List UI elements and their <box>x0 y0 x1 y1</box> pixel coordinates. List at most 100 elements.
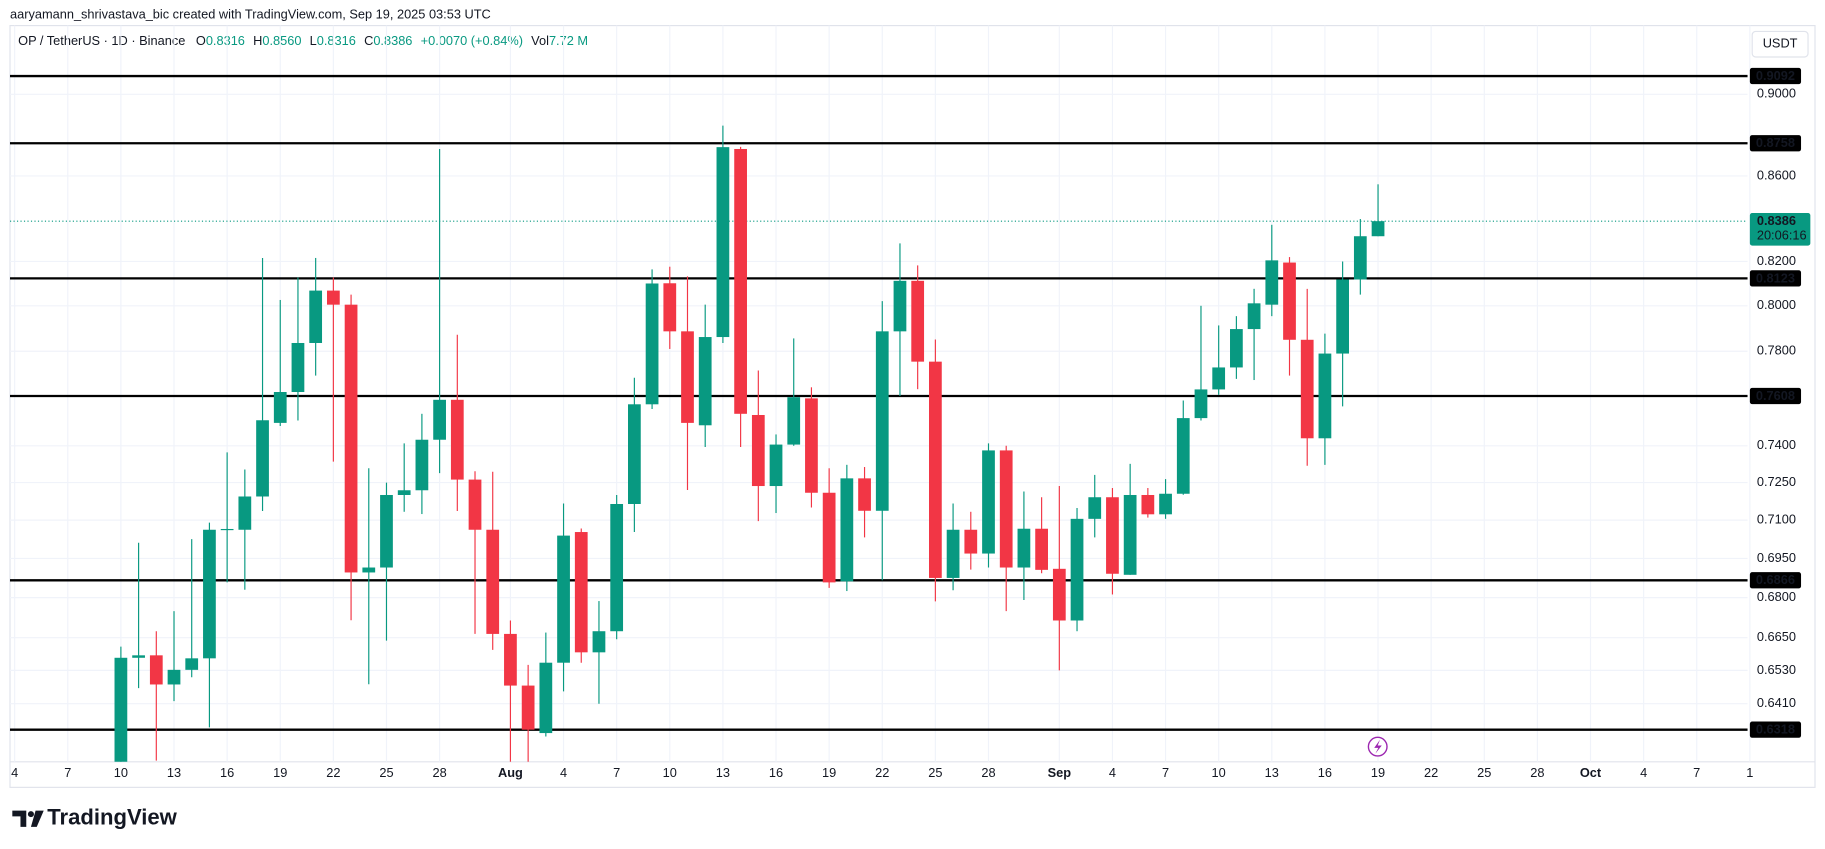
candle-body <box>610 503 624 632</box>
candle-body <box>663 283 677 332</box>
ohlc-label: C <box>364 33 373 48</box>
candle-body <box>822 492 836 583</box>
brand: TradingView <box>47 805 177 830</box>
x-tick-label: 7 <box>64 765 71 780</box>
candle-body <box>716 147 730 338</box>
candle-body <box>256 420 269 497</box>
candle-body <box>362 567 376 573</box>
x-tick-label: 28 <box>1530 765 1544 780</box>
x-tick-label: 19 <box>273 765 287 780</box>
countdown: 20:06:16 <box>1757 228 1807 243</box>
candle-body <box>1212 367 1226 390</box>
candle-body <box>203 529 216 659</box>
candle-body <box>344 304 358 573</box>
candle-body <box>574 532 588 653</box>
candle-body <box>1300 339 1314 439</box>
volume-value: 7.72 M <box>549 33 588 48</box>
symbol: OP / TetherUS · 1D · Binance <box>18 33 185 48</box>
x-tick-label: 10 <box>1212 765 1226 780</box>
candle-body <box>1336 279 1349 354</box>
level-label: 0.6318 <box>1756 722 1795 737</box>
ohlc-label: L <box>310 33 317 48</box>
ohlc-value: 0.8316 <box>317 33 356 48</box>
candles <box>114 125 1385 762</box>
currency-button[interactable] <box>1751 30 1809 58</box>
x-tick-label: 22 <box>326 765 340 780</box>
ohlc-value: 0.8386 <box>373 33 412 48</box>
candle-body <box>326 290 340 305</box>
candle-body <box>238 496 252 530</box>
candle-body <box>734 148 747 414</box>
x-tick-label: 22 <box>1424 765 1438 780</box>
x-tick-label: Oct <box>1580 765 1602 780</box>
last-price-box <box>1749 213 1811 246</box>
candle-body <box>273 392 287 423</box>
y-tick-label: 0.6800 <box>1757 589 1796 604</box>
levels <box>10 74 1748 731</box>
candle-body <box>681 331 694 423</box>
candle-body <box>557 535 570 663</box>
x-tick-label: 7 <box>1162 765 1169 780</box>
candle-body <box>769 444 783 487</box>
event-icon[interactable] <box>1367 736 1388 757</box>
candle-body <box>751 414 765 487</box>
y-tick-label: 0.7400 <box>1757 437 1796 452</box>
x-tick-label: Sep <box>1048 765 1072 780</box>
x-tick-label: 25 <box>1477 765 1491 780</box>
y-tick-label: 0.9000 <box>1757 86 1796 101</box>
candle-body <box>1371 221 1385 237</box>
y-tick-label: 0.6530 <box>1757 662 1796 677</box>
candle-body <box>627 404 641 504</box>
candle-body <box>840 478 854 582</box>
candle-body <box>1353 236 1367 280</box>
candle-body <box>1159 493 1172 515</box>
x-tick-label: 13 <box>167 765 181 780</box>
volume-label: Vol <box>531 33 549 48</box>
candle-body <box>415 439 429 491</box>
legend: OP / TetherUS · 1D · Binance O0.8316 H0.… <box>18 33 588 48</box>
chart-frame <box>9 25 1816 788</box>
candle-body <box>433 399 446 440</box>
candle-body <box>1141 494 1155 515</box>
ohlc-value: 0.8560 <box>262 33 301 48</box>
grid <box>10 25 1751 762</box>
x-tick-label: 7 <box>613 765 620 780</box>
change: +0.0070 (+0.84%) <box>421 33 523 48</box>
x-tick-label: 4 <box>1640 765 1647 780</box>
x-tick-label: 4 <box>1109 765 1116 780</box>
candle-body <box>805 398 818 493</box>
x-tick-label: 28 <box>981 765 995 780</box>
axes: 0.9000 0.8600 0.8200 0.8000 0.7800 0.7400 0.72… <box>11 67 1811 780</box>
x-tick-label: 25 <box>928 765 942 780</box>
candle-body <box>1194 389 1208 419</box>
x-tick-label: 10 <box>114 765 128 780</box>
level-label: 0.9092 <box>1756 68 1795 83</box>
candle-body <box>592 631 606 653</box>
brand-logo <box>12 810 44 827</box>
candle-body <box>1318 353 1332 439</box>
ohlc-label: O <box>196 33 206 48</box>
candle-body <box>220 528 234 531</box>
y-tick-label: 0.8200 <box>1757 253 1796 268</box>
candle-body <box>1283 262 1296 340</box>
x-tick-label: 28 <box>432 765 446 780</box>
y-tick-label: 0.7800 <box>1757 343 1796 358</box>
candle-body <box>397 490 411 495</box>
candle-body <box>1247 303 1261 330</box>
candle-body <box>875 331 889 511</box>
candle-body <box>114 657 128 762</box>
candle-body <box>1265 260 1279 305</box>
candle-body <box>982 450 995 554</box>
candle-body <box>291 342 305 393</box>
ohlc-label: H <box>253 33 262 48</box>
y-tick-label: 0.7100 <box>1757 511 1796 526</box>
candle-body <box>1123 494 1137 575</box>
currency[interactable]: USDT <box>1763 36 1798 51</box>
level-label: 0.8123 <box>1756 270 1795 285</box>
candle-body <box>504 633 517 686</box>
candle-body <box>1052 568 1066 621</box>
candle-body <box>185 658 199 670</box>
x-tick-label: Aug <box>498 765 523 780</box>
